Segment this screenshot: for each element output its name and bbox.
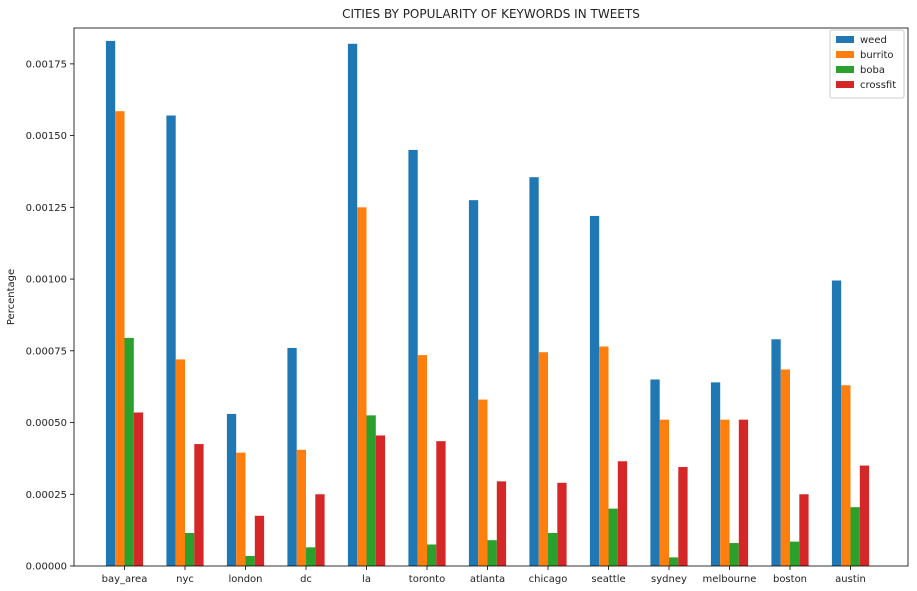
bar-crossfit-bay_area <box>133 412 144 566</box>
bar-boba-bay_area <box>124 337 134 566</box>
bars-group <box>105 40 870 567</box>
bar-weed-austin <box>831 280 842 566</box>
bar-boba-austin <box>850 507 860 566</box>
x-tick-label: london <box>228 574 262 585</box>
bar-boba-nyc <box>185 533 195 566</box>
legend-label-boba: boba <box>860 65 885 76</box>
bar-crossfit-atlanta <box>496 481 507 566</box>
x-axis: bay_area nyc london dc la toronto atlanta chica… <box>102 566 866 585</box>
x-tick-label: sydney <box>651 574 687 585</box>
legend-swatch-weed <box>836 36 854 43</box>
y-axis: 0.00000 0.00025 0.00050 0.00075 0.00100 0.001… <box>26 59 74 573</box>
bar-crossfit-toronto <box>436 441 446 566</box>
bar-crossfit-seattle <box>617 461 628 566</box>
x-tick-label: seattle <box>591 574 625 585</box>
legend-swatch-burrito <box>836 51 854 58</box>
bar-crossfit-la <box>375 435 386 566</box>
plot-frame <box>73 27 909 567</box>
bar-crossfit-chicago <box>557 482 567 566</box>
bar-boba-london <box>245 555 255 566</box>
x-tick-label: la <box>362 574 371 585</box>
legend-label-crossfit: crossfit <box>860 80 896 91</box>
y-tick-label: 0.00000 <box>26 562 67 573</box>
bar-weed-nyc <box>166 115 176 567</box>
bar-burrito-toronto <box>417 355 427 566</box>
bar-boba-toronto <box>427 544 437 566</box>
bar-boba-melbourne <box>729 543 739 566</box>
bar-boba-seattle <box>608 508 618 566</box>
y-tick-label: 0.00075 <box>26 346 67 357</box>
bar-crossfit-london <box>254 515 265 566</box>
bar-weed-la <box>347 43 358 567</box>
x-tick-label: dc <box>300 574 312 585</box>
bar-weed-boston <box>771 339 781 566</box>
x-tick-label: atlanta <box>470 574 505 585</box>
bar-burrito-nyc <box>175 359 185 566</box>
bar-burrito-dc <box>296 449 306 566</box>
bar-burrito-london <box>236 452 246 566</box>
bar-crossfit-sydney <box>678 467 688 566</box>
bar-crossfit-melbourne <box>738 419 749 566</box>
bar-burrito-bay_area <box>115 111 125 566</box>
legend: weed burrito boba crossfit <box>829 29 905 99</box>
y-axis-label: Percentage <box>6 269 17 325</box>
bar-weed-atlanta <box>468 200 479 566</box>
legend-swatch-boba <box>836 66 854 73</box>
x-tick-label: chicago <box>529 574 568 585</box>
bar-boba-atlanta <box>487 540 497 566</box>
bar-burrito-chicago <box>538 352 548 566</box>
bar-crossfit-austin <box>859 465 870 566</box>
bar-weed-dc <box>287 347 297 566</box>
x-tick-label: austin <box>835 574 866 585</box>
y-tick-label: 0.00150 <box>26 131 67 142</box>
y-tick-label: 0.00025 <box>26 490 67 501</box>
legend-label-weed: weed <box>860 35 887 46</box>
x-tick-label: boston <box>773 574 807 585</box>
bar-weed-sydney <box>650 379 660 566</box>
y-tick-label: 0.00100 <box>26 275 67 286</box>
bar-crossfit-boston <box>799 494 809 566</box>
bar-weed-london <box>226 413 237 566</box>
bar-boba-dc <box>306 547 316 566</box>
bar-burrito-la <box>357 207 367 567</box>
chart-title: CITIES BY POPULARITY OF KEYWORDS IN TWEE… <box>342 7 640 21</box>
y-tick-label: 0.00125 <box>26 203 67 214</box>
bar-weed-seattle <box>589 215 600 566</box>
bar-boba-chicago <box>548 533 558 566</box>
bar-burrito-sydney <box>659 419 669 566</box>
bar-crossfit-nyc <box>194 444 204 566</box>
y-tick-label: 0.00050 <box>26 418 67 429</box>
legend-swatch-crossfit <box>836 81 854 88</box>
x-tick-label: nyc <box>176 574 194 585</box>
bar-weed-chicago <box>529 177 539 567</box>
bar-burrito-boston <box>780 369 790 566</box>
legend-label-burrito: burrito <box>860 50 894 61</box>
bar-crossfit-dc <box>315 494 325 566</box>
x-tick-label: bay_area <box>102 574 148 585</box>
x-tick-label: toronto <box>409 574 445 585</box>
bar-boba-sydney <box>669 557 679 566</box>
bar-burrito-austin <box>841 385 851 566</box>
x-tick-label: melbourne <box>703 574 757 585</box>
bar-weed-toronto <box>408 149 418 567</box>
bar-burrito-melbourne <box>720 419 730 566</box>
bar-weed-melbourne <box>710 382 721 566</box>
bar-boba-la <box>366 415 376 566</box>
bar-burrito-seattle <box>599 346 609 566</box>
bar-weed-bay_area <box>105 40 116 567</box>
bar-burrito-atlanta <box>478 399 488 566</box>
bar-boba-boston <box>790 541 800 566</box>
y-tick-label: 0.00175 <box>26 59 67 70</box>
